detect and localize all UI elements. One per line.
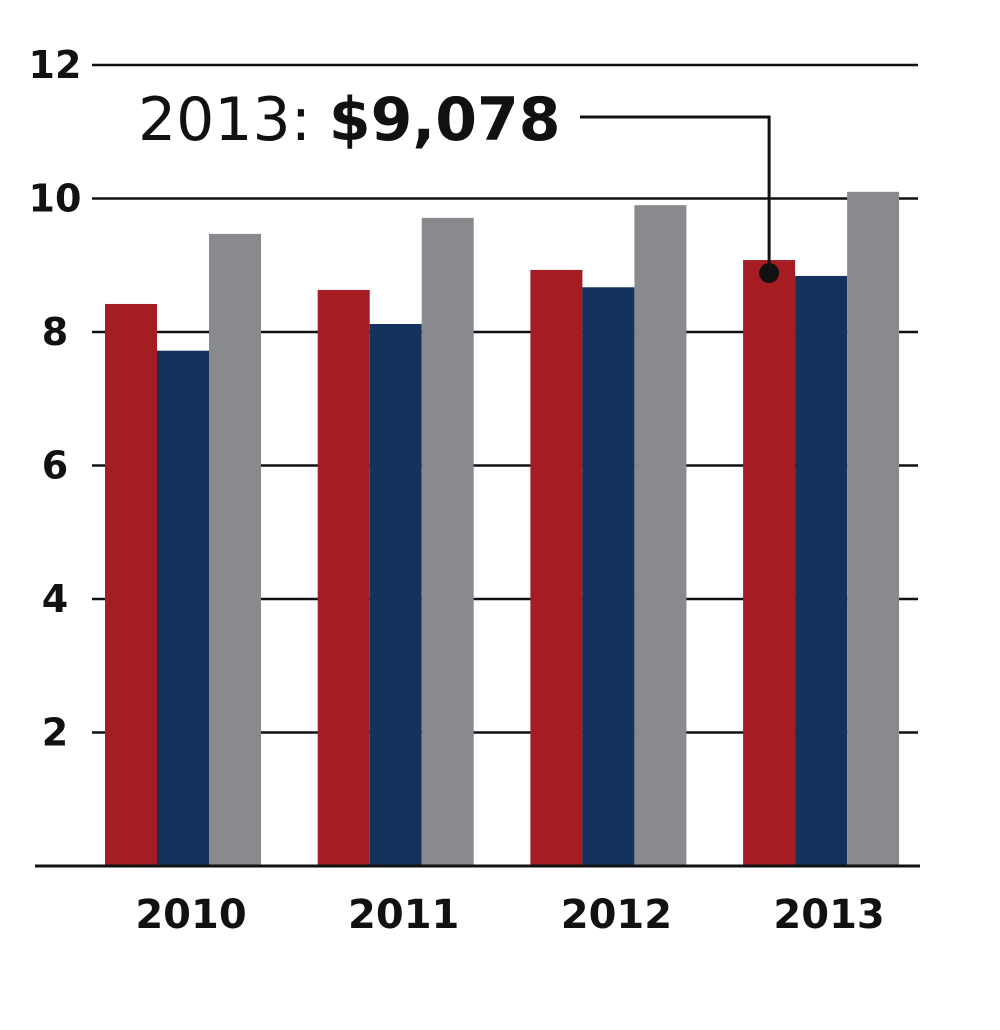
bar xyxy=(209,233,261,866)
annotation-text: 2013: xyxy=(138,85,311,155)
annotation-value: $9,078 xyxy=(329,85,561,155)
bar xyxy=(634,205,687,867)
y-tick-label: 6 xyxy=(42,444,68,488)
annotation: 2013: $9,078 xyxy=(138,85,560,155)
bar xyxy=(847,191,900,866)
leader-line xyxy=(580,115,771,274)
bar xyxy=(157,350,209,866)
annotation-leader xyxy=(580,115,780,284)
x-tick-label: 2012 xyxy=(561,892,672,938)
bar xyxy=(369,323,422,866)
bar xyxy=(105,303,157,867)
y-tick-label: 2 xyxy=(42,711,68,755)
x-tick-label: 2013 xyxy=(773,892,884,938)
bar xyxy=(530,269,583,866)
bars xyxy=(105,191,900,867)
x-tick-label: 2011 xyxy=(348,892,459,938)
bar xyxy=(582,287,635,867)
bar xyxy=(317,289,370,866)
bar xyxy=(743,260,796,867)
bar xyxy=(795,275,848,866)
y-tick-label: 10 xyxy=(29,177,82,221)
x-tick-label: 2010 xyxy=(135,892,246,938)
leader-dot xyxy=(759,263,780,284)
y-tick-label: 4 xyxy=(42,577,68,621)
bar xyxy=(421,217,474,867)
y-tick-label: 8 xyxy=(42,310,68,354)
y-tick-label: 12 xyxy=(29,43,82,87)
